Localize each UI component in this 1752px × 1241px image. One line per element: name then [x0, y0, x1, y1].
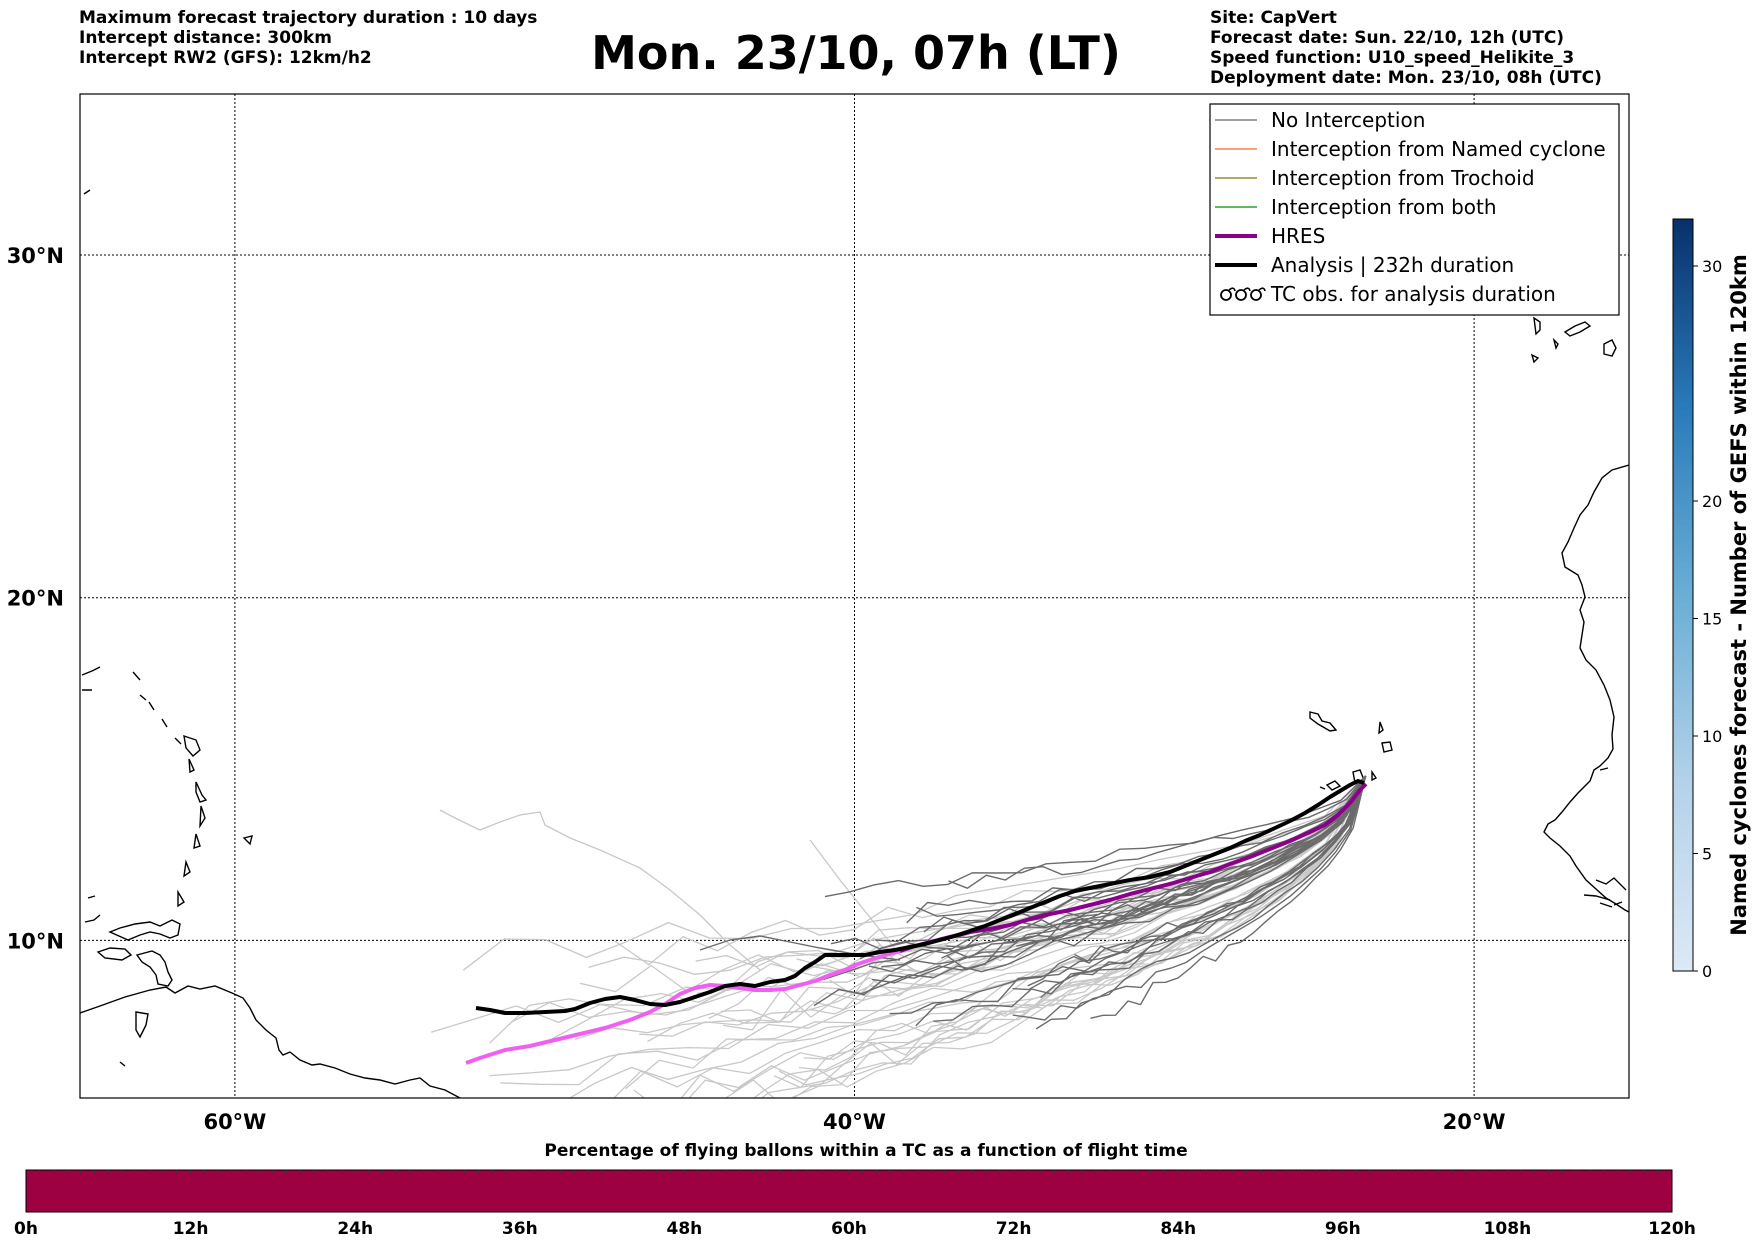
cyclone-symbol-icon — [1235, 289, 1247, 301]
right-colorbar-tick-label: 30 — [1702, 257, 1722, 276]
ensemble-trajectory-light — [773, 775, 1367, 1089]
max-duration-text: Maximum forecast trajectory duration : 1… — [79, 8, 538, 28]
cyclone-symbol-tail-icon — [1258, 287, 1266, 292]
ensemble-trajectory-dark — [915, 775, 1367, 1027]
trinidad-outline — [135, 950, 173, 987]
ensemble-trajectory-dark — [881, 775, 1367, 968]
bottom-colorbar-tick-label: 36h — [502, 1219, 538, 1239]
lon-label: 60°W — [203, 1110, 266, 1134]
legend-item-label: HRES — [1271, 224, 1325, 248]
speed-function-text: Speed function: U10_speed_Helikite_3 — [1210, 48, 1575, 68]
bottom-colorbar-bar — [25, 1169, 1673, 1213]
bottom-colorbar-tick-label: 48h — [667, 1219, 703, 1239]
right-colorbar-tick-label: 10 — [1702, 727, 1722, 746]
page-title: Mon. 23/10, 07h (LT) — [591, 26, 1121, 80]
cyclone-symbol-icon — [1250, 289, 1262, 301]
bottom-colorbar-tick-label: 108h — [1484, 1219, 1532, 1239]
legend-item-label: TC obs. for analysis duration — [1270, 282, 1556, 306]
site-text: Site: CapVert — [1210, 8, 1337, 28]
bottom-colorbar-tick-label: 60h — [831, 1219, 867, 1239]
header-right-info: Site: CapVert Forecast date: Sun. 22/10,… — [1210, 8, 1602, 88]
ensemble-trajectory-dark — [889, 775, 1367, 1015]
ensemble-trajectory-light — [489, 775, 1367, 1077]
ensemble-trajectory-light — [688, 775, 1367, 1098]
ensemble-trajectory-dark — [906, 775, 1367, 924]
ensemble-trajectory-dark — [1090, 775, 1367, 1019]
ensemble-trajectory-dark — [1012, 775, 1367, 1021]
right-colorbar-gradient — [1672, 218, 1694, 972]
lon-label: 40°W — [823, 1110, 886, 1134]
cyclone-symbol-tail-icon — [1228, 287, 1236, 292]
right-colorbar-tick-label: 5 — [1702, 845, 1712, 864]
bottom-colorbar: Percentage of flying ballons within a TC… — [14, 1141, 1696, 1239]
lat-label: 10°N — [7, 929, 64, 953]
caribbean-islands — [81, 189, 253, 1067]
longitude-labels: 60°W 40°W 20°W — [203, 1110, 1505, 1134]
legend-item-label: No Interception — [1271, 108, 1425, 132]
deployment-date-text: Deployment date: Mon. 23/10, 08h (UTC) — [1210, 68, 1602, 88]
intercept-distance-text: Intercept distance: 300km — [79, 28, 332, 48]
cyclone-symbol-icon — [1220, 289, 1232, 301]
right-colorbar-tick-label: 15 — [1702, 610, 1722, 629]
coastlines — [80, 189, 1629, 1098]
forecast-date-text: Forecast date: Sun. 22/10, 12h (UTC) — [1210, 28, 1565, 48]
lon-label: 20°W — [1443, 1110, 1506, 1134]
bottom-colorbar-tick-label: 84h — [1160, 1219, 1196, 1239]
map-gridlines — [80, 94, 1629, 1098]
trajectories-layer — [431, 775, 1368, 1098]
legend-box — [1209, 103, 1620, 316]
ensemble-trajectory-dark — [813, 775, 1367, 1007]
ensemble-trajectory-dark — [1040, 775, 1367, 999]
legend-item-label: Interception from Named cyclone — [1271, 137, 1606, 161]
hres-trajectory-pink — [465, 949, 901, 1065]
intercept-rw2-text: Intercept RW2 (GFS): 12km/h2 — [79, 48, 372, 68]
bottom-colorbar-tick-label: 12h — [173, 1219, 209, 1239]
latitude-labels: 30°N 20°N 10°N — [7, 244, 64, 953]
legend-item-label: Interception from both — [1271, 195, 1497, 219]
ensemble-trajectory-dark — [823, 775, 1367, 981]
ensemble-trajectory-light — [724, 775, 1367, 1098]
right-colorbar-tick-label: 20 — [1702, 492, 1722, 511]
right-colorbar-label: Named cyclones forecast - Number of GEFS… — [1727, 254, 1751, 935]
right-colorbar: 0 5 10 15 20 30 Named cyclones forecast - Num… — [1672, 218, 1751, 981]
ensemble-trajectory-light — [753, 775, 1367, 1098]
bottom-colorbar-tick-label: 120h — [1648, 1219, 1696, 1239]
canary-islands — [1530, 316, 1617, 364]
bottom-colorbar-tick-label: 96h — [1325, 1219, 1361, 1239]
bottom-colorbar-tick-label: 0h — [14, 1219, 38, 1239]
bottom-colorbar-title: Percentage of flying ballons within a TC… — [544, 1141, 1187, 1161]
lat-label: 20°N — [7, 587, 64, 611]
ensemble-trajectory-dark — [948, 775, 1367, 889]
ensemble-trajectory-dark — [1012, 775, 1367, 991]
legend: No Interception Interception from Named c… — [1209, 103, 1620, 316]
ensemble-trajectory-dark — [824, 775, 1367, 898]
ensemble-trajectory-light — [792, 775, 1367, 1098]
ensemble-trajectory-light — [439, 809, 761, 971]
ensemble-trajectory-light — [568, 775, 1367, 1098]
hres-trajectory-purple — [899, 782, 1368, 953]
cyclone-symbol-tail-icon — [1243, 287, 1251, 292]
ensemble-trajectory-light — [809, 839, 901, 956]
legend-item-label: Interception from Trochoid — [1271, 166, 1535, 190]
africa-small-islands — [1583, 767, 1627, 908]
right-colorbar-tick-label: 0 — [1702, 962, 1712, 981]
south-america-coastline — [80, 985, 461, 1098]
africa-coastline — [1543, 464, 1629, 913]
header-left-info: Maximum forecast trajectory duration : 1… — [79, 8, 537, 68]
ensemble-trajectory-dark — [1035, 775, 1367, 1030]
lat-label: 30°N — [7, 244, 64, 268]
bottom-colorbar-tick-label: 24h — [337, 1219, 373, 1239]
ensemble-trajectory-light — [500, 775, 1367, 1086]
legend-item-label: Analysis | 232h duration — [1271, 253, 1514, 277]
map-frame — [79, 93, 1630, 1099]
bottom-colorbar-tick-label: 72h — [996, 1219, 1032, 1239]
analysis-trajectory — [475, 779, 1365, 1015]
